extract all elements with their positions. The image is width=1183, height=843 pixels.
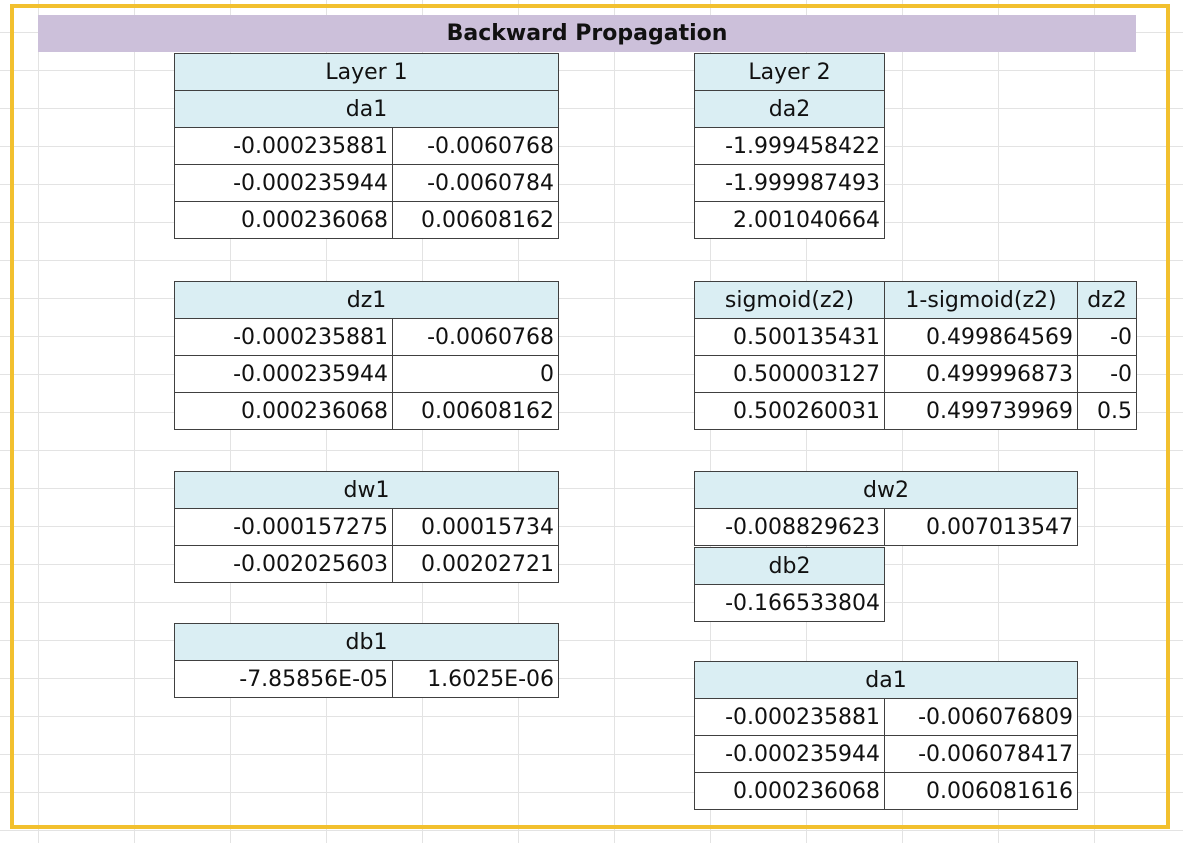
cell[interactable]: 0.00015734 [392, 508, 559, 546]
table-row: -0.166533804 [694, 584, 885, 622]
layer1-da1-header[interactable]: da1 [173, 90, 560, 128]
cell[interactable]: -0 [1077, 355, 1137, 393]
layer1-da1-table: Layer 1 da1 -0.000235881 -0.0060768 -0.0… [173, 53, 560, 239]
cell[interactable]: -0.0060784 [391, 164, 560, 202]
cell[interactable]: 0.00202721 [392, 545, 559, 583]
cell[interactable]: 0.500003127 [694, 355, 885, 393]
table-row: -0.000235881 -0.006076809 [694, 698, 1079, 736]
layer1-db1-header[interactable]: db1 [174, 623, 559, 661]
cell[interactable]: 0.500135431 [694, 318, 885, 356]
table-row: -0.000235881 -0.0060768 [174, 318, 560, 356]
layer1-db1-table: db1 -7.85856E-05 1.6025E-06 [174, 623, 559, 698]
layer2-da1-header[interactable]: da1 [693, 661, 1079, 699]
table-row: 0.500260031 0.499739969 0.5 [694, 392, 1137, 430]
cell[interactable]: 0.500260031 [694, 392, 885, 430]
cell[interactable]: 0.007013547 [884, 508, 1078, 546]
layer2-label[interactable]: Layer 2 [694, 53, 885, 91]
cell[interactable]: 1.6025E-06 [392, 660, 559, 698]
table-row: -7.85856E-05 1.6025E-06 [174, 660, 559, 698]
table-row: 0.500003127 0.499996873 -0 [694, 355, 1137, 393]
cell[interactable]: -0.006076809 [883, 698, 1079, 736]
table-row: -0.000235881 -0.0060768 [174, 127, 560, 165]
layer1-label[interactable]: Layer 1 [173, 53, 560, 91]
cell[interactable]: 2.001040664 [694, 201, 885, 239]
table-row: 0.000236068 0.006081616 [694, 772, 1079, 810]
layer1-dw1-table: dw1 -0.000157275 0.00015734 -0.002025603… [174, 471, 559, 583]
one-minus-sigmoid-header[interactable]: 1-sigmoid(z2) [884, 281, 1078, 319]
table-row: 0.000236068 0.00608162 [174, 201, 560, 239]
layer1-dw1-header[interactable]: dw1 [174, 471, 559, 509]
dz2-header[interactable]: dz2 [1077, 281, 1137, 319]
layer2-da1-table: da1 -0.000235881 -0.006076809 -0.0002359… [693, 661, 1079, 810]
cell[interactable]: 0.000236068 [174, 392, 393, 430]
layer2-dw2-header[interactable]: dw2 [694, 471, 1078, 509]
cell[interactable]: 0.00608162 [391, 201, 560, 239]
cell[interactable]: 0.499996873 [884, 355, 1078, 393]
cell[interactable]: -0.000235944 [694, 735, 885, 773]
layer2-sigmoid-table: sigmoid(z2) 1-sigmoid(z2) dz2 0.50013543… [694, 281, 1137, 430]
table-row: -1.999458422 [694, 127, 885, 165]
table-row: -0.008829623 0.007013547 [694, 508, 1078, 546]
layer2-da2-table: Layer 2 da2 -1.999458422 -1.999987493 2.… [694, 53, 885, 239]
table-row: -0.000235944 -0.006078417 [694, 735, 1079, 773]
cell[interactable]: -7.85856E-05 [174, 660, 393, 698]
cell[interactable]: -0.000235944 [174, 355, 393, 393]
table-row: 0.000236068 0.00608162 [174, 392, 560, 430]
cell[interactable]: -0 [1077, 318, 1137, 356]
table-row: -0.002025603 0.00202721 [174, 545, 559, 583]
cell[interactable]: 0.499864569 [884, 318, 1078, 356]
cell[interactable]: -0.000157275 [174, 508, 393, 546]
cell[interactable]: -0.002025603 [174, 545, 393, 583]
sigmoid-header[interactable]: sigmoid(z2) [694, 281, 885, 319]
sheet-title: Backward Propagation [38, 15, 1136, 52]
layer2-dw2-table: dw2 -0.008829623 0.007013547 [694, 471, 1078, 546]
cell[interactable]: -1.999987493 [694, 164, 885, 202]
cell[interactable]: -0.000235881 [694, 698, 885, 736]
cell[interactable]: -1.999458422 [694, 127, 885, 165]
layer2-da2-header[interactable]: da2 [694, 90, 885, 128]
table-row: -0.000157275 0.00015734 [174, 508, 559, 546]
cell[interactable]: -0.006078417 [883, 735, 1079, 773]
table-row: -0.000235944 -0.0060784 [174, 164, 560, 202]
layer1-dz1-header[interactable]: dz1 [173, 281, 560, 319]
cell[interactable]: 0.000236068 [694, 772, 885, 810]
cell[interactable]: 0.006081616 [883, 772, 1079, 810]
cell[interactable]: 0.00608162 [391, 392, 560, 430]
cell[interactable]: -0.000235881 [174, 318, 393, 356]
sheet-title-text: Backward Propagation [446, 21, 728, 46]
cell[interactable]: 0 [391, 355, 560, 393]
layer2-db2-header[interactable]: db2 [694, 547, 885, 585]
cell[interactable]: -0.0060768 [391, 127, 560, 165]
cell[interactable]: -0.000235944 [174, 164, 393, 202]
table-row: -1.999987493 [694, 164, 885, 202]
cell[interactable]: -0.000235881 [174, 127, 393, 165]
cell[interactable]: 0.499739969 [884, 392, 1078, 430]
cell[interactable]: 0.000236068 [174, 201, 393, 239]
cell[interactable]: -0.008829623 [694, 508, 885, 546]
cell[interactable]: 0.5 [1077, 392, 1137, 430]
table-row: 0.500135431 0.499864569 -0 [694, 318, 1137, 356]
cell[interactable]: -0.166533804 [694, 584, 885, 622]
layer1-dz1-table: dz1 -0.000235881 -0.0060768 -0.000235944… [173, 281, 560, 430]
cell[interactable]: -0.0060768 [391, 318, 560, 356]
table-row: -0.000235944 0 [174, 355, 560, 393]
layer2-db2-table: db2 -0.166533804 [694, 547, 885, 622]
table-row: 2.001040664 [694, 201, 885, 239]
